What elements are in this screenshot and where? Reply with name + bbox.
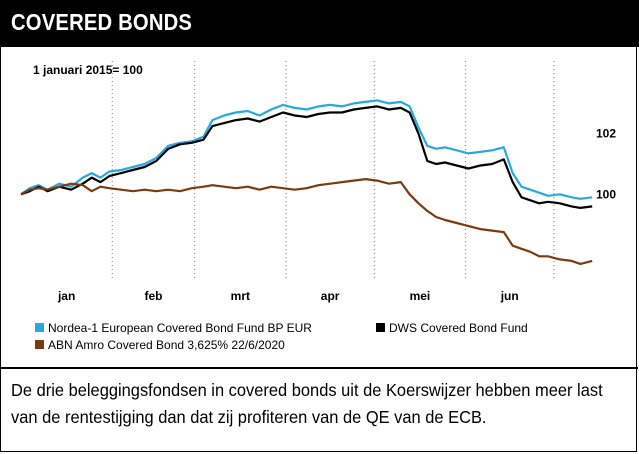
y-tick-label: 102 — [596, 127, 616, 141]
caption-box: De drie beleggingsfondsen in covered bon… — [1, 367, 638, 453]
x-tick-label: mei — [410, 289, 431, 303]
grid-lines — [111, 61, 555, 281]
legend-label: ABN Amro Covered Bond 3,625% 22/6/2020 — [48, 338, 285, 352]
series-line-dws — [20, 105, 593, 209]
series-line-abn-amro — [20, 178, 593, 265]
x-tick-label: jan — [57, 289, 75, 303]
index-note: 1 januari 2015= 100 — [33, 63, 143, 77]
legend-swatch — [35, 323, 44, 332]
legend-swatch — [376, 323, 385, 332]
legend-swatch — [35, 340, 44, 349]
caption-text: De drie beleggingsfondsen in covered bon… — [11, 380, 603, 427]
x-axis-ticks: jan feb mrt apr mei jun — [57, 289, 519, 303]
y-axis-ticks: 100 102 — [596, 127, 616, 202]
page-title: COVERED BONDS — [11, 9, 193, 35]
header-bar: COVERED BONDS — [0, 0, 639, 47]
line-chart: 1 januari 2015= 100 jan feb mrt apr mei jun 1… — [20, 61, 616, 352]
x-tick-label: jun — [500, 289, 519, 303]
legend: Nordea-1 European Covered Bond Fund BP E… — [35, 321, 528, 352]
x-tick-label: mrt — [231, 289, 250, 303]
chart-panel: 1 januari 2015= 100 jan feb mrt apr mei jun 1… — [1, 47, 638, 367]
x-tick-label: apr — [321, 289, 340, 303]
legend-item-abn-amro: ABN Amro Covered Bond 3,625% 22/6/2020 — [35, 338, 285, 352]
legend-item-dws: DWS Covered Bond Fund — [376, 321, 528, 335]
legend-label: DWS Covered Bond Fund — [389, 321, 528, 335]
legend-label: Nordea-1 European Covered Bond Fund BP E… — [48, 321, 312, 335]
legend-item-nordea: Nordea-1 European Covered Bond Fund BP E… — [35, 321, 312, 335]
x-tick-label: feb — [144, 289, 162, 303]
series-line-nordea — [20, 99, 593, 200]
y-tick-label: 100 — [596, 187, 616, 201]
series-lines — [20, 99, 593, 265]
